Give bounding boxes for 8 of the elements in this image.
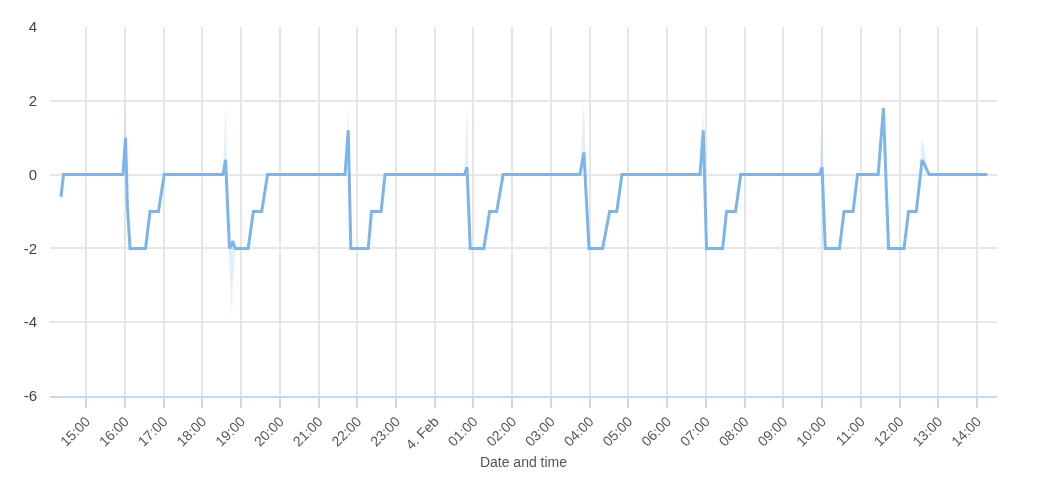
x-axis-title: Date and time — [479, 454, 568, 471]
y-tick-label: -2 — [23, 239, 37, 257]
y-tick-label: 2 — [28, 92, 37, 110]
y-tick-label: -4 — [23, 313, 37, 331]
y-tick-label: -6 — [23, 387, 37, 405]
x-tick-label: 4. Feb — [402, 413, 442, 453]
y-tick-label: 0 — [28, 165, 37, 183]
y-tick-label: 4 — [28, 18, 37, 36]
